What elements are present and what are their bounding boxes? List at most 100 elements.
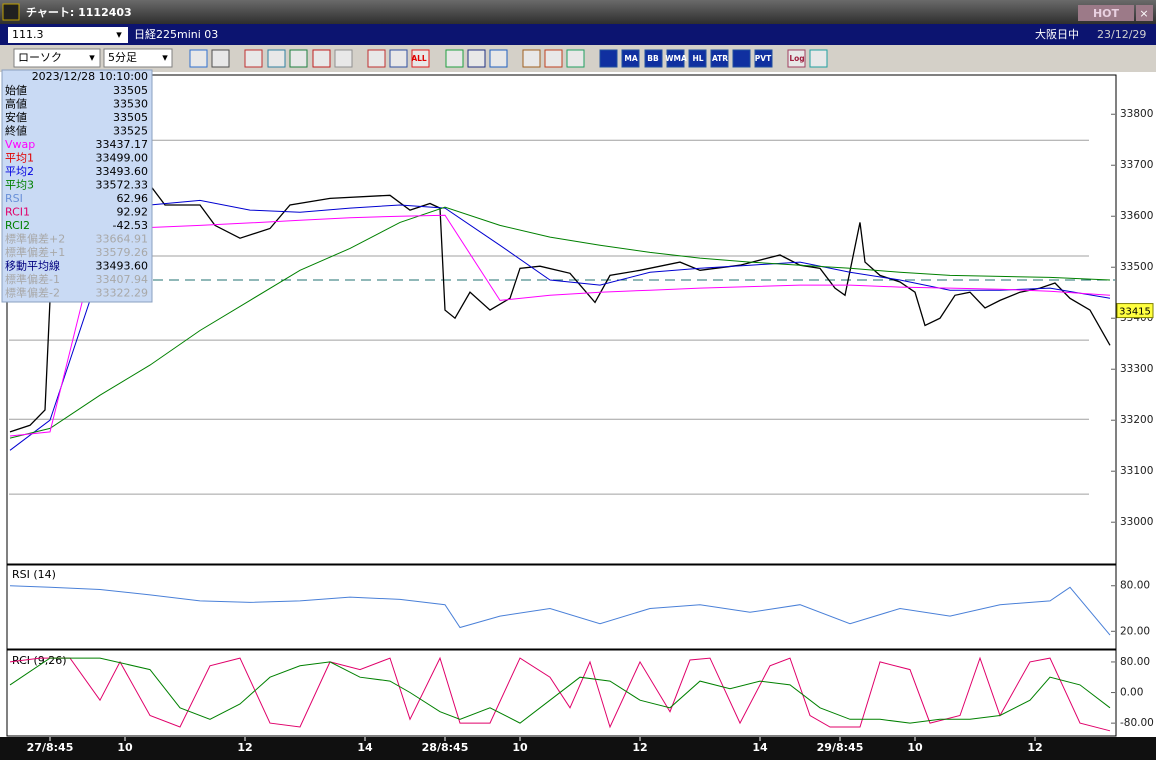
x-tick-label: 27/8:45 (27, 741, 74, 754)
chart-style: ローソク (18, 51, 62, 64)
y-tick-label: 0.00 (1120, 687, 1143, 699)
tool-label: ATR (712, 54, 728, 63)
tool-button[interactable] (489, 49, 508, 68)
tool-button[interactable] (289, 49, 308, 68)
info-value: 33493.60 (96, 260, 149, 273)
tool-button[interactable] (754, 49, 773, 68)
y-tick-label: 20.00 (1120, 625, 1150, 637)
last-price: 33415 (1119, 307, 1151, 318)
tool-button[interactable] (644, 49, 663, 68)
y-tick-label: 33800 (1120, 108, 1153, 120)
tool-button[interactable] (621, 49, 640, 68)
info-value: 33322.29 (96, 287, 149, 300)
series-line (9, 585, 1111, 636)
info-value: 33530 (113, 98, 148, 111)
info-value: 33572.33 (96, 179, 149, 192)
session: 大阪日中 (1035, 27, 1079, 41)
app-icon (2, 3, 20, 21)
hot-label: HOT (1093, 7, 1120, 20)
info-label: 始値 (5, 83, 27, 97)
info-label: RCI2 (5, 219, 30, 232)
interval: 5分足 (108, 51, 137, 64)
tool-button[interactable] (688, 49, 707, 68)
x-tick-label: 10 (907, 741, 923, 754)
series-line (9, 214, 1111, 437)
tool-button[interactable] (787, 49, 806, 68)
tool-label: WMA (665, 54, 687, 63)
tool-button[interactable] (732, 49, 751, 68)
y-tick-label: 80.00 (1120, 656, 1150, 668)
y-tick-label: 33300 (1120, 363, 1153, 375)
info-value: 33493.60 (96, 165, 149, 178)
dropdown-arrow: ▾ (89, 51, 95, 64)
tool-button[interactable] (367, 49, 386, 68)
last-price-badge (1116, 303, 1154, 319)
tool-button[interactable] (666, 49, 685, 68)
x-tick-label: 29/8:45 (817, 741, 864, 754)
tool-button[interactable] (267, 49, 286, 68)
symbol-select[interactable] (8, 27, 128, 43)
tool-button[interactable] (599, 49, 618, 68)
interval-select[interactable] (103, 48, 173, 68)
tool-button[interactable] (467, 49, 486, 68)
tool-button[interactable] (809, 49, 828, 68)
tool-button[interactable] (566, 49, 585, 68)
info-value: 33525 (113, 125, 148, 138)
info-value: 33664.91 (96, 233, 149, 246)
tool-label: MA (624, 54, 637, 63)
tool-button[interactable] (710, 49, 729, 68)
symbol-bar (0, 24, 1156, 45)
close-button[interactable] (1136, 5, 1153, 21)
info-label: 平均2 (5, 165, 34, 178)
info-label: 平均1 (5, 152, 34, 165)
info-label: RSI (5, 192, 23, 205)
info-label: RCI1 (5, 206, 30, 219)
x-tick-label: 12 (632, 741, 647, 754)
tool-button[interactable] (445, 49, 464, 68)
chart-style-select[interactable] (13, 48, 101, 68)
info-value: 33499.00 (96, 152, 149, 165)
series-line (9, 657, 1111, 724)
info-label: 標準偏差+1 (5, 245, 65, 259)
info-label: 平均3 (5, 179, 34, 192)
series-line (9, 184, 1111, 433)
tool-button[interactable] (522, 49, 541, 68)
info-label: 移動平均線 (5, 259, 60, 273)
tool-label: HL (692, 54, 703, 63)
title-bar (0, 0, 1156, 24)
tool-label: ALL (411, 54, 427, 63)
info-label: 標準偏差+2 (5, 232, 65, 246)
date: 23/12/29 (1097, 28, 1146, 41)
window-title: チャート: 1112403 (26, 6, 132, 19)
x-tick-label: 10 (117, 741, 133, 754)
x-tick-label: 12 (237, 741, 252, 754)
tool-button[interactable] (312, 49, 331, 68)
info-label: 標準偏差-1 (5, 272, 60, 286)
info-value: 33505 (113, 111, 148, 124)
tool-button[interactable] (211, 49, 230, 68)
y-tick-label: -80.00 (1120, 717, 1154, 729)
x-tick-label: 12 (1027, 741, 1042, 754)
tool-label: Log (789, 54, 804, 63)
tool-button[interactable] (189, 49, 208, 68)
tool-label: BB (647, 54, 659, 63)
tool-button[interactable] (244, 49, 263, 68)
info-value: -42.53 (113, 219, 148, 232)
x-tick-label: 28/8:45 (422, 741, 469, 754)
series-line (9, 206, 1111, 439)
dropdown-arrow: ▾ (162, 51, 168, 64)
info-label: 安値 (5, 110, 27, 124)
tool-button[interactable] (334, 49, 353, 68)
tool-label: PVT (755, 54, 772, 63)
info-label: 高値 (5, 97, 27, 111)
tool-button[interactable] (389, 49, 408, 68)
pane-title: RCI (9,26) (12, 654, 67, 667)
close-icon: × (1139, 7, 1148, 20)
info-value: 33407.94 (96, 273, 149, 286)
tool-button[interactable] (411, 49, 430, 68)
hot-button[interactable] (1078, 5, 1134, 21)
tool-button[interactable] (544, 49, 563, 68)
y-tick-label: 33600 (1120, 210, 1153, 222)
chart-area (0, 72, 1156, 738)
